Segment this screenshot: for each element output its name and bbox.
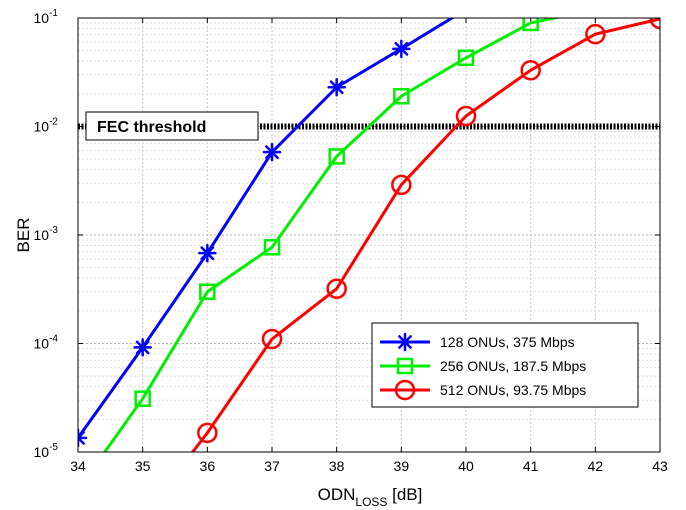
legend-marker-2 (396, 357, 414, 375)
y-tick-label: 10-2 (34, 117, 59, 135)
legend-label-1: 128 ONUs, 375 Mbps (440, 334, 575, 350)
marker-stroke (460, 4, 471, 15)
legend-marker-1 (395, 332, 415, 352)
y-tick-label: 10-4 (34, 334, 59, 352)
fec-label-box (85, 111, 259, 141)
y-tick-exponent: -2 (49, 117, 58, 128)
y-tick-label: 10-5 (34, 442, 59, 460)
data-point-series-2 (134, 390, 151, 407)
x-axis-title: ODNLOSS [dB] (318, 485, 423, 509)
marker-stroke (394, 41, 409, 56)
x-tick-labels: 34 35 36 37 38 39 40 41 42 43 (70, 458, 668, 474)
data-point-series-3 (455, 105, 477, 127)
data-point-series-2 (588, 2, 602, 16)
data-point-series-2 (71, 483, 85, 497)
legend: 128 ONUs, 375 Mbps 256 ONUs, 187.5 Mbps 51… (371, 322, 639, 408)
data-point-series-2 (199, 283, 216, 300)
y-tick-base: 10 (34, 10, 50, 26)
data-point-series-2 (457, 49, 475, 67)
marker-stroke (135, 340, 150, 355)
data-point-series-2 (328, 148, 345, 165)
marker-stroke (329, 80, 344, 95)
y-tick-base: 10 (34, 444, 50, 460)
x-tick-label: 38 (329, 458, 345, 474)
data-point-series-3 (649, 18, 660, 30)
x-tick-label: 43 (652, 458, 668, 474)
data-point-series-2 (263, 239, 281, 256)
data-point-series-3 (197, 422, 218, 444)
data-point-series-1 (392, 39, 411, 59)
y-tick-exponent: -4 (49, 334, 58, 345)
x-axis-title-sub: LOSS (355, 495, 387, 509)
marker-stroke (78, 430, 85, 440)
marker-stroke (460, 4, 471, 15)
fec-label: FEC threshold (85, 111, 259, 141)
y-tick-exponent: -3 (49, 225, 58, 236)
series-layer (71, 2, 660, 497)
data-point-series-1 (460, 4, 471, 19)
x-axis-title-main: ODN (318, 485, 356, 504)
x-tick-label: 39 (394, 458, 410, 474)
y-tick-labels: 10-510-410-310-210-1 (34, 8, 660, 460)
y-tick-base: 10 (34, 336, 50, 352)
y-tick-label: 10-1 (34, 8, 59, 26)
data-point-series-3 (391, 174, 412, 196)
y-tick-base: 10 (34, 119, 50, 135)
series-line-2 (102, 18, 562, 452)
data-point-series-2 (393, 88, 410, 105)
x-tick-label: 37 (264, 458, 280, 474)
marker-stroke (200, 246, 215, 261)
x-tick-label: 40 (458, 458, 474, 474)
marker-stroke (78, 436, 85, 445)
marker-stroke (398, 335, 412, 349)
data-point-series-1 (78, 428, 88, 448)
y-axis-title: BER (14, 218, 33, 253)
data-point-series-3 (585, 23, 606, 45)
data-point-series-3 (520, 59, 541, 81)
x-tick-label: 42 (588, 458, 604, 474)
y-tick-label: 10-3 (34, 225, 59, 243)
data-point-series-3 (261, 328, 283, 350)
data-point-series-3 (326, 278, 347, 299)
data-point-series-1 (327, 78, 346, 97)
x-tick-label: 35 (135, 458, 151, 474)
legend-label-2: 256 ONUs, 187.5 Mbps (440, 358, 586, 374)
y-tick-exponent: -5 (49, 442, 58, 453)
data-point-series-1 (198, 243, 217, 263)
y-tick-exponent: -1 (49, 8, 58, 19)
x-tick-label: 36 (200, 458, 216, 474)
x-axis-title-unit: [dB] (387, 485, 422, 504)
x-tick-label: 34 (70, 458, 86, 474)
series-line-3 (190, 18, 660, 452)
legend-label-3: 512 ONUs, 93.75 Mbps (440, 382, 586, 398)
legend-marker-3 (394, 379, 416, 401)
marker-stroke (265, 145, 279, 160)
fec-label-text: FEC threshold (97, 119, 206, 136)
x-tick-label: 41 (523, 458, 539, 474)
data-point-series-2 (522, 18, 539, 32)
y-tick-base: 10 (34, 227, 50, 243)
data-point-series-1 (262, 142, 282, 162)
data-point-series-1 (133, 338, 152, 357)
